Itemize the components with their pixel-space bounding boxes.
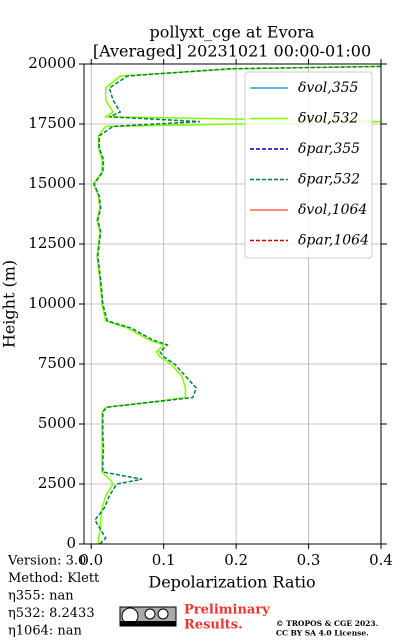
info-text: η1064: nan (8, 624, 83, 639)
copyright-text: © TROPOS & CGE 2023. (276, 619, 378, 628)
y-tick-label: 7500 (38, 354, 76, 372)
badge-text: Results. (184, 618, 243, 633)
legend-label: δvol,355 (298, 80, 359, 96)
chart-title: pollyxt_cge at Evora (150, 23, 315, 42)
info-text: η532: 8.2433 (8, 606, 95, 621)
badge-text: Preliminary (184, 603, 270, 618)
x-tick-label: 0.4 (369, 551, 393, 569)
x-tick-label: 0.3 (297, 551, 321, 569)
y-tick-label: 5000 (38, 414, 76, 432)
y-tick-label: 17500 (28, 114, 76, 132)
info-text: η355: nan (8, 589, 74, 604)
info-text: Method: Klett (8, 571, 100, 586)
y-tick-label: 20000 (28, 54, 76, 72)
chart-subtitle: [Averaged] 20231021 00:00-01:00 (93, 42, 371, 61)
y-tick-label: 15000 (28, 174, 76, 192)
copyright-text: CC BY SA 4.0 License. (276, 629, 369, 638)
y-tick-label: 2500 (38, 474, 76, 492)
legend-label: δpar,1064 (298, 233, 369, 249)
x-axis-label: Depolarization Ratio (148, 573, 315, 592)
legend-box (244, 71, 373, 259)
x-tick-label: 0.2 (224, 551, 248, 569)
profile-line (92, 64, 381, 544)
legend-label: δvol,1064 (298, 202, 367, 218)
legend-label: δpar,532 (298, 172, 360, 188)
plot-frame (83, 63, 382, 545)
legend-label: δvol,532 (298, 111, 359, 127)
y-tick-label: 10000 (28, 294, 76, 312)
y-axis-label: Height (m) (0, 260, 19, 348)
y-tick-label: 0 (66, 534, 76, 552)
x-tick-label: 0.1 (152, 551, 176, 569)
legend-label: δpar,355 (298, 141, 360, 157)
x-tick-label: 0.0 (79, 551, 103, 569)
cc-logo (119, 606, 177, 627)
y-tick-label: 12500 (28, 234, 76, 252)
plot-area (92, 64, 381, 544)
profile-line (93, 64, 381, 544)
info-text: Version: 3.0 (7, 554, 86, 569)
legend: δvol,355 δvol,532 δpar,355 δpar,532 δvol,106… (244, 71, 373, 259)
